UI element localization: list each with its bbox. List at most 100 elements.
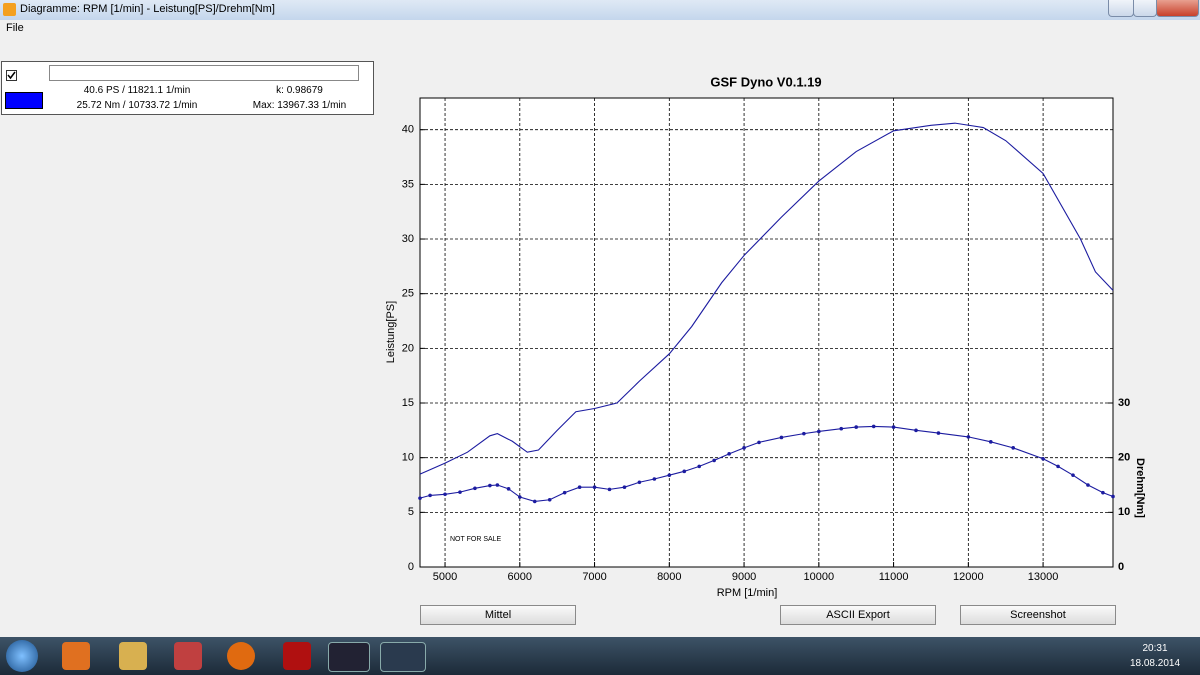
data-point [428, 493, 432, 498]
data-point [488, 483, 492, 488]
data-point [1041, 456, 1045, 461]
color-swatch[interactable] [5, 92, 43, 109]
window-title: Diagramme: RPM [1/min] - Leistung[PS]/Dr… [20, 3, 275, 15]
maximize-button[interactable] [1133, 0, 1157, 17]
data-point [532, 499, 537, 504]
taskbar-icon[interactable] [328, 642, 370, 672]
taskbar-icon[interactable] [119, 642, 147, 670]
y2-tick-label: 10 [1118, 506, 1130, 518]
data-point [637, 480, 642, 485]
y-tick-label: 30 [402, 233, 414, 245]
y-tick-label: 25 [402, 288, 414, 300]
data-point [1111, 494, 1115, 499]
data-point [1011, 446, 1015, 450]
menu-bar: File [0, 20, 1200, 36]
k-value: k: 0.98679 [276, 85, 323, 96]
x-tick-label: 5000 [433, 571, 457, 583]
data-point [592, 485, 597, 489]
taskbar-icon[interactable] [380, 642, 426, 672]
data-point [443, 492, 447, 497]
x-tick-label: 10000 [804, 571, 835, 583]
data-point [473, 486, 477, 491]
annotation: NOT FOR SALE [450, 536, 502, 543]
y2-tick-label: 0 [1118, 561, 1124, 573]
check-mark [7, 71, 16, 80]
clock-date: 18.08.2014 [1129, 658, 1181, 669]
data-point [891, 425, 896, 429]
y2-axis-label: Drehm[Nm] [1134, 458, 1146, 518]
data-point [697, 464, 702, 469]
x-tick-label: 11000 [879, 571, 909, 583]
x-axis-label: RPM [1/min] [717, 587, 778, 599]
y-axis-label: Leistung[PS] [385, 301, 397, 363]
data-point [988, 440, 993, 444]
y-tick-label: 0 [408, 561, 414, 573]
legend-panel: 40.6 PS / 11821.1 1/min k: 0.98679 25.72… [1, 61, 374, 115]
menu-item[interactable]: File [6, 22, 24, 34]
y-tick-label: 20 [402, 342, 414, 354]
data-point [607, 487, 612, 492]
data-point [936, 431, 941, 435]
y-tick-label: 40 [402, 124, 414, 136]
data-point [682, 469, 687, 474]
y-tick-label: 15 [402, 397, 414, 409]
data-point [757, 440, 761, 445]
checkbox[interactable] [6, 70, 17, 81]
chart-title: GSF Dyno V0.1.19 [710, 74, 821, 89]
clock-time: 20:31 [1142, 643, 1168, 654]
mittel-button[interactable]: Mittel [420, 605, 576, 625]
data-point [1071, 473, 1075, 477]
taskbar-icon[interactable] [174, 642, 202, 670]
data-point [652, 477, 657, 481]
screenshot-button[interactable]: Screenshot [960, 605, 1116, 625]
data-point [802, 431, 806, 436]
x-tick-label: 12000 [953, 571, 984, 583]
y-tick-label: 35 [402, 178, 414, 190]
x-tick-label: 7000 [582, 571, 606, 583]
data-line [419, 122, 1114, 475]
x-tick-label: 13000 [1028, 571, 1059, 583]
close-button[interactable] [1156, 0, 1199, 17]
ascii-export-button[interactable]: ASCII Export [780, 605, 936, 625]
x-tick-label: 6000 [508, 571, 532, 583]
torque-info: 25.72 Nm / 10733.72 1/min [76, 100, 198, 111]
y-tick-label: 10 [402, 452, 414, 464]
y-tick-label: 5 [408, 506, 414, 518]
data-point [495, 483, 500, 487]
y2-tick-label: 30 [1118, 397, 1130, 409]
data-point [562, 490, 567, 495]
app-icon [3, 3, 16, 16]
data-point [1086, 483, 1090, 487]
max-rpm: Max: 13967.33 1/min [252, 100, 347, 111]
data-point [667, 473, 672, 477]
y2-tick-label: 20 [1118, 452, 1130, 464]
data-point [817, 429, 821, 434]
taskbar-icon[interactable] [62, 642, 90, 670]
x-tick-label: 9000 [732, 571, 756, 583]
data-point [577, 485, 582, 489]
taskbar-icon[interactable] [283, 642, 311, 670]
data-point [727, 452, 731, 456]
start-button[interactable] [6, 640, 38, 672]
data-point [518, 495, 522, 499]
data-point [854, 425, 859, 429]
x-tick-label: 8000 [657, 571, 681, 583]
taskbar-icon[interactable] [227, 642, 255, 670]
data-point [742, 446, 746, 450]
data-point [458, 490, 462, 494]
data-point [1101, 490, 1105, 495]
data-point [712, 458, 716, 463]
data-point [871, 424, 876, 429]
data-point [914, 428, 918, 433]
data-point [547, 497, 552, 502]
minimize-button[interactable] [1108, 0, 1134, 17]
data-point [418, 496, 422, 500]
name-field[interactable] [49, 65, 359, 81]
data-point [839, 426, 844, 431]
data-point [966, 435, 971, 439]
taskbar: 20:31 18.08.2014 [0, 637, 1200, 675]
title-bar: Diagramme: RPM [1/min] - Leistung[PS]/Dr… [0, 0, 1200, 20]
plot-area [419, 97, 1114, 568]
data-point [506, 487, 511, 491]
